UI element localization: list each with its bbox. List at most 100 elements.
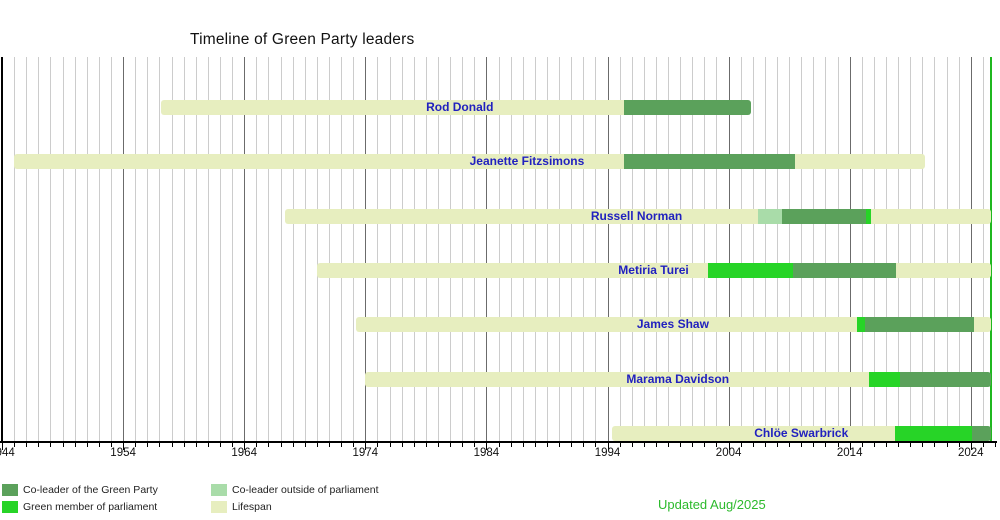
coleader-bar-segment — [781, 208, 867, 224]
year-gridline — [873, 57, 875, 442]
axis-tick — [607, 443, 609, 450]
year-gridline — [341, 57, 343, 442]
lifespan-bar-segment — [365, 371, 870, 387]
year-gridline — [304, 57, 306, 442]
axis-tick — [62, 443, 64, 447]
mp-bar-segment — [894, 425, 972, 441]
axis-tick — [764, 443, 766, 447]
coleader-bar-segment — [624, 100, 751, 115]
axis-tick — [752, 443, 754, 447]
year-gridline — [655, 57, 657, 442]
year-gridline — [353, 57, 355, 442]
axis-tick — [498, 443, 500, 447]
axis-tick — [801, 443, 803, 447]
mp-bar-segment — [869, 371, 900, 387]
axis-tick — [450, 443, 452, 447]
year-gridline — [752, 57, 754, 442]
axis-tick — [292, 443, 294, 447]
axis-tick — [946, 443, 948, 447]
axis-tick — [583, 443, 585, 447]
lifespan-bar-segment — [612, 425, 895, 441]
lifespan-bar-segment — [160, 100, 625, 115]
axis-tick — [147, 443, 149, 447]
year-gridline — [764, 57, 766, 442]
year-gridline — [195, 57, 197, 442]
year-gridline — [982, 57, 984, 442]
axis-tick — [922, 443, 924, 447]
axis-tick — [207, 443, 209, 447]
axis-tick — [14, 443, 16, 447]
axis-tick — [861, 443, 863, 447]
lifespan-bar-segment — [285, 208, 758, 224]
year-gridline — [98, 57, 100, 442]
axis-tick — [825, 443, 827, 447]
year-gridline — [328, 57, 330, 442]
year-gridline — [377, 57, 379, 442]
year-gridline — [292, 57, 294, 442]
year-gridline — [74, 57, 76, 442]
year-gridline — [413, 57, 415, 442]
coleader-bar-segment — [865, 317, 975, 333]
year-gridline — [886, 57, 888, 442]
year-gridline — [522, 57, 524, 442]
year-gridline — [595, 57, 597, 442]
axis-tick-label: 1974 — [352, 447, 379, 459]
axis-tick — [280, 443, 282, 447]
axis-tick — [425, 443, 427, 447]
coleader-swatch — [2, 484, 18, 496]
year-gridline — [62, 57, 64, 442]
year-gridline — [534, 57, 536, 442]
year-gridline — [268, 57, 270, 442]
axis-tick — [655, 443, 657, 447]
axis-tick — [437, 443, 439, 447]
axis-tick — [389, 443, 391, 447]
person-name-label: Chlöe Swarbrick — [754, 425, 849, 440]
lifespan-swatch — [211, 501, 227, 513]
axis-tick — [692, 443, 694, 447]
year-gridline — [692, 57, 694, 442]
axis-tick — [123, 443, 125, 450]
year-gridline — [789, 57, 791, 442]
axis-tick — [268, 443, 270, 447]
year-gridline — [498, 57, 500, 442]
year-gridline — [898, 57, 900, 442]
axis-tick — [631, 443, 633, 447]
axis-tick — [2, 443, 3, 450]
lifespan-bar-segment — [355, 317, 857, 333]
person-name-label: James Shaw — [636, 317, 709, 332]
lifespan-bar-segment — [316, 262, 708, 278]
mp-swatch — [2, 501, 18, 513]
axis-tick — [365, 443, 367, 450]
year-gridline — [171, 57, 173, 442]
year-gridline — [280, 57, 282, 442]
axis-tick — [50, 443, 52, 447]
decade-gridline — [607, 57, 609, 442]
year-gridline — [38, 57, 40, 442]
decade-gridline — [728, 57, 730, 442]
person-name-label: Rod Donald — [426, 100, 494, 114]
year-gridline — [316, 57, 318, 442]
decade-gridline — [244, 57, 246, 442]
axis-tick — [316, 443, 318, 447]
axis-tick — [813, 443, 815, 447]
axis-tick-label: 1964 — [231, 447, 257, 459]
year-gridline — [559, 57, 561, 442]
year-gridline — [147, 57, 149, 442]
axis-tick — [559, 443, 561, 447]
axis-tick — [680, 443, 682, 447]
year-gridline — [26, 57, 28, 442]
year-gridline — [837, 57, 839, 442]
year-gridline — [813, 57, 815, 442]
year-gridline — [425, 57, 427, 442]
decade-gridline — [123, 57, 125, 442]
axis-tick — [304, 443, 306, 447]
axis-tick — [546, 443, 548, 447]
axis-tick — [643, 443, 645, 447]
axis-tick — [171, 443, 173, 447]
year-gridline — [159, 57, 161, 442]
axis-tick — [837, 443, 839, 447]
axis-tick — [595, 443, 597, 447]
axis-tick — [704, 443, 706, 447]
year-gridline — [680, 57, 682, 442]
year-gridline — [546, 57, 548, 442]
